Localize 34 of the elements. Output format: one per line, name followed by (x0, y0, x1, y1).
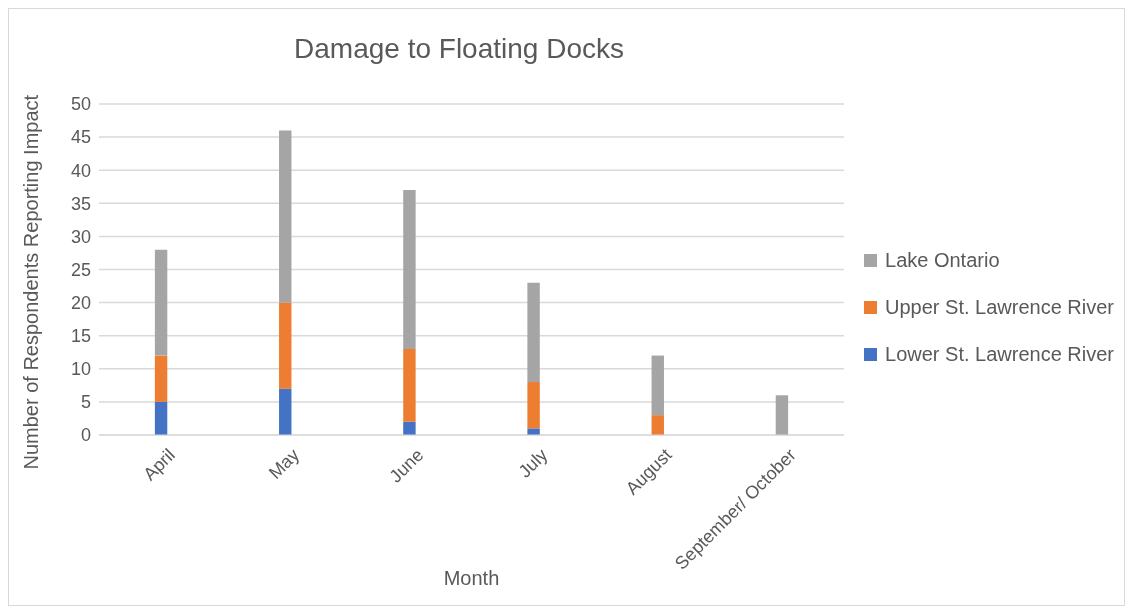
bar (279, 388, 292, 435)
y-tick-label: 0 (80, 425, 91, 446)
y-tick-label: 50 (70, 94, 91, 115)
y-tick-label: 10 (70, 359, 91, 380)
bar (527, 382, 540, 429)
y-tick-label: 25 (70, 259, 91, 280)
bar (154, 401, 168, 435)
legend-label: Lower St. Lawrence River (885, 342, 1114, 366)
x-tick-label: May (264, 444, 304, 483)
bar (279, 302, 292, 389)
bar (154, 249, 168, 356)
y-tick-label: 30 (70, 226, 91, 247)
bar (154, 355, 168, 402)
bar (527, 428, 540, 435)
bar (651, 415, 664, 435)
legend-label: Lake Ontario (885, 248, 1000, 272)
y-axis-title: Number of Respondents Reporting Impact (20, 94, 43, 470)
y-tick-label: 20 (70, 292, 91, 313)
bar (775, 395, 789, 435)
chart-title: Damage to Floating Docks (293, 33, 625, 65)
bar (279, 130, 292, 303)
legend-label: Upper St. Lawrence River (885, 295, 1114, 319)
bar (403, 348, 416, 422)
bar (527, 282, 540, 383)
bar (651, 355, 664, 416)
y-tick-label: 5 (80, 392, 91, 413)
x-axis-title: Month (443, 567, 500, 589)
y-tick-label: 45 (70, 127, 91, 148)
y-tick-label: 15 (70, 326, 91, 347)
bar (403, 421, 416, 435)
y-tick-label: 40 (70, 160, 91, 181)
x-tick-label: July (514, 444, 552, 482)
bar (403, 190, 416, 349)
y-tick-label: 35 (70, 193, 91, 214)
